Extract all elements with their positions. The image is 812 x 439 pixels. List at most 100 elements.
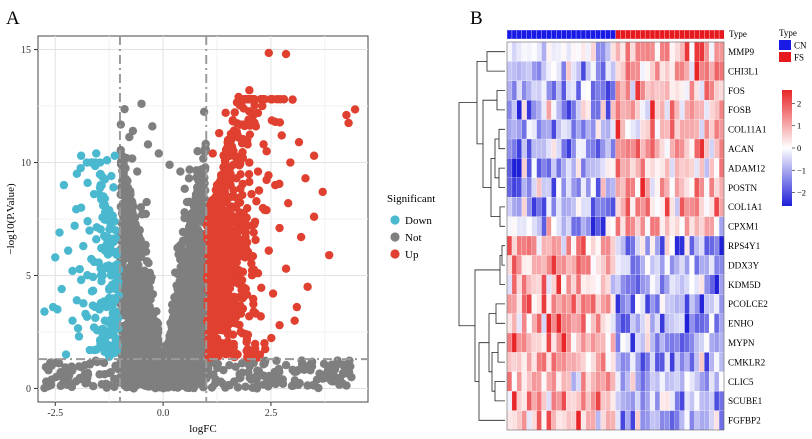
- heatmap-cell-fosb-3: [521, 100, 528, 120]
- heatmap-cell-col1a1-3: [521, 197, 528, 217]
- heatmap-cell-col1a1-28: [644, 197, 651, 217]
- heatmap-cell-adam12-42: [714, 158, 720, 179]
- volcano-point-down-7: [59, 180, 69, 190]
- heatmap-cell-fosb-21: [610, 100, 616, 120]
- annotation-cell-cn-12: [566, 29, 572, 40]
- volcano-point-down-21: [79, 241, 88, 251]
- heatmap-cell-pcolce2-33: [669, 294, 675, 314]
- volcano-point-up-608: [229, 265, 239, 275]
- dendrogram-link-4: [499, 206, 505, 227]
- heatmap-cell-ddx3y-39: [699, 255, 705, 276]
- heatmap-cell-rps4y1-33: [669, 235, 675, 256]
- volcano-point-down-144: [92, 326, 102, 335]
- heatmap-cell-fos-22: [615, 80, 621, 101]
- heatmap-cell-mmp9-6: [536, 41, 542, 62]
- volcano-point-not-2163: [166, 328, 175, 337]
- heatmap-cell-fos-41: [709, 80, 715, 101]
- heatmap-cell-ddx3y-12: [566, 255, 572, 276]
- heatmap-cell-pcolce2-21: [610, 294, 616, 314]
- volcano-point-not-3068: [197, 165, 206, 174]
- heatmap-cell-fosb-39: [699, 100, 705, 120]
- heatmap-cell-pcolce2-19: [600, 294, 606, 314]
- volcano-point-up-11: [214, 128, 224, 138]
- heatmap-cell-rps4y1-17: [590, 235, 597, 256]
- heatmap-cell-ddx3y-8: [546, 255, 552, 276]
- heatmap-cell-rps4y1-42: [714, 235, 720, 256]
- volcano-legend-title: Significant: [387, 193, 435, 205]
- heatmap-cell-mmp9-11: [561, 41, 567, 62]
- volcano-point-up-508: [261, 344, 270, 354]
- heatmap-cell-fosb-35: [679, 100, 685, 120]
- heatmap-cell-ddx3y-3: [521, 255, 528, 276]
- heatmap-cell-mmp9-28: [644, 41, 651, 62]
- heatmap-cell-cpxm1-4: [526, 216, 532, 237]
- heatmap-cell-acan-28: [644, 138, 651, 159]
- heatmap-cell-mmp9-7: [541, 41, 547, 62]
- heatmap-cell-col11a1-13: [570, 119, 577, 140]
- heatmap-cell-chi3l1-41: [709, 61, 715, 82]
- heatmap-cell-chi3l1-28: [644, 61, 651, 82]
- heatmap-cell-kdm5d-21: [610, 274, 616, 295]
- heatmap-cell-ddx3y-6: [536, 255, 542, 276]
- volcano-point-down-161: [87, 254, 96, 264]
- heatmap-cell-kdm5d-32: [664, 274, 671, 295]
- heatmap-cell-adam12-8: [546, 158, 552, 179]
- volcano-point-down-189: [106, 243, 115, 253]
- heatmap-cell-postn-8: [546, 177, 552, 198]
- heatmap-cell-pcolce2-38: [694, 294, 700, 314]
- dendrogram-link-10: [499, 255, 505, 285]
- volcano-point-not-3341: [252, 384, 262, 393]
- heatmap-cell-fos-9: [551, 80, 557, 101]
- volcano-point-not-3008: [122, 304, 132, 313]
- volcano-point-up-14: [294, 137, 304, 147]
- heatmap-cell-adam12-26: [635, 158, 641, 179]
- heatmap-cell-ddx3y-15: [580, 255, 587, 276]
- heatmap-cell-postn-18: [595, 177, 601, 198]
- annotation-cell-fs-7: [649, 29, 656, 40]
- volcano-point-not-3363: [143, 140, 153, 149]
- volcano-point-not-3287: [297, 356, 306, 365]
- heatmap-cell-cpxm1-34: [674, 216, 680, 237]
- heatmap-cell-pcolce2-27: [640, 294, 646, 314]
- heatmap-cell-pcolce2-34: [674, 294, 680, 314]
- heatmap-cell-col11a1-1: [511, 119, 518, 140]
- heatmap-cell-chi3l1-9: [551, 61, 557, 82]
- heatmap-cell-chi3l1-19: [600, 61, 606, 82]
- volcano-point-up-376: [245, 130, 255, 139]
- heatmap-cell-acan-11: [561, 138, 567, 159]
- heatmap-cell-pcolce2-11: [561, 294, 567, 314]
- heatmap-cell-mmp9-35: [679, 41, 685, 62]
- volcano-point-down-6: [83, 178, 92, 188]
- volcano-point-up-548: [262, 205, 271, 215]
- heatmap-cell-col1a1-23: [620, 197, 626, 217]
- heatmap-cell-postn-11: [561, 177, 567, 198]
- heatmap-cell-mmp9-9: [551, 41, 557, 62]
- heatmap-cell-postn-31: [659, 177, 666, 198]
- volcano-point-down-1: [92, 149, 101, 158]
- volcano-point-not-3343: [156, 375, 165, 384]
- heatmap-cell-fosb-5: [531, 100, 537, 120]
- heatmap-cell-adam12-7: [541, 158, 547, 179]
- volcano-point-up-41: [264, 246, 273, 255]
- heatmap-cell-fosb-30: [654, 100, 661, 120]
- volcano-point-down-176: [90, 345, 99, 355]
- heatmap-cell-cpxm1-11: [561, 216, 567, 237]
- heatmap-cell-rps4y1-32: [664, 235, 671, 256]
- heatmap-cell-mmp9-10: [556, 41, 562, 62]
- annotation-cell-fs-9: [659, 29, 666, 40]
- heatmap-cell-fosb-4: [526, 100, 532, 120]
- volcano-point-up-208: [267, 333, 276, 343]
- volcano-point-not-2176: [171, 307, 181, 317]
- heatmap-cell-rps4y1-8: [546, 235, 552, 256]
- heatmap-cell-adam12-10: [556, 158, 562, 179]
- heatmap-cell-pcolce2-28: [644, 294, 651, 314]
- volcano-point-up-42: [324, 250, 334, 260]
- volcano-point-up-653: [250, 95, 259, 104]
- volcano-point-not-3364: [122, 153, 131, 163]
- volcano-point-not-3029: [189, 209, 198, 218]
- heatmap-cell-fos-4: [526, 80, 532, 101]
- heatmap-cell-kdm5d-12: [566, 274, 572, 295]
- heatmap-cell-col11a1-8: [546, 119, 552, 140]
- heatmap-cell-kdm5d-1: [511, 274, 518, 295]
- heatmap-cell-pcolce2-12: [566, 294, 572, 314]
